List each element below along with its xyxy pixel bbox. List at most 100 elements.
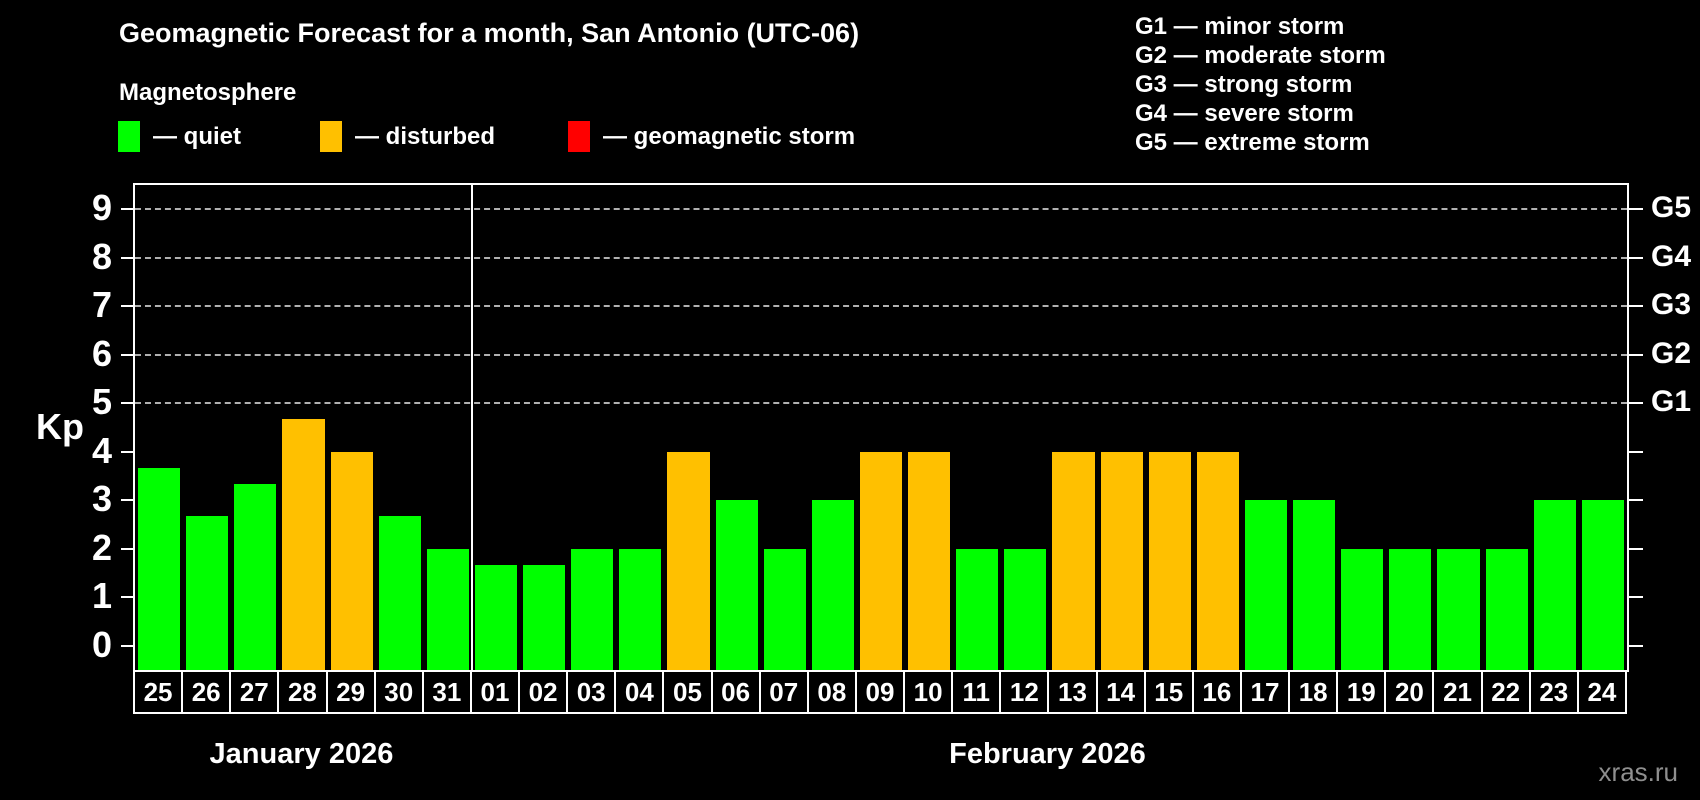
right-axis-tick: [1629, 450, 1643, 453]
day-label-box: 15: [1143, 670, 1194, 714]
y-tick-label: 4: [91, 429, 112, 471]
day-label-box: 19: [1336, 670, 1387, 714]
day-label-box: 26: [181, 670, 232, 714]
day-label-box: 20: [1384, 670, 1435, 714]
kp-bar-day-27: [234, 484, 277, 670]
y-tick-label: 6: [91, 332, 112, 374]
right-axis-tick: [1629, 547, 1643, 550]
day-label-box: 12: [999, 670, 1050, 714]
g-legend-line-g1: G1 — minor storm: [1135, 13, 1345, 40]
right-axis-tick: [1629, 644, 1643, 647]
right-axis-tick: [1629, 596, 1643, 599]
kp-bar-day-07: [763, 548, 806, 670]
right-axis-tick: [1629, 402, 1643, 405]
kp-bar-day-26: [186, 516, 229, 670]
kp-bar-day-05: [667, 451, 710, 670]
kp-bar-day-10: [908, 451, 951, 670]
day-label-box: 02: [518, 670, 569, 714]
y-tick-label: 5: [91, 381, 112, 423]
kp-bar-day-21: [1437, 548, 1480, 670]
right-axis-tick: [1629, 353, 1643, 356]
g-tick-label: G1: [1651, 385, 1692, 419]
day-label-box: 28: [277, 670, 328, 714]
day-label-box: 16: [1191, 670, 1242, 714]
watermark: xras.ru: [1598, 757, 1678, 787]
kp-bar-day-12: [1004, 548, 1047, 670]
gridline-kp-5: [135, 402, 1627, 405]
right-axis-tick: [1629, 256, 1643, 259]
kp-bar-day-30: [378, 516, 421, 670]
chart-subtitle: Magnetosphere: [119, 79, 297, 106]
month-separator: [470, 185, 473, 670]
kp-bar-day-22: [1485, 548, 1528, 670]
kp-bar-day-19: [1341, 548, 1384, 670]
kp-bar-day-11: [956, 548, 999, 670]
g-tick-label: G5: [1651, 191, 1692, 225]
g-tick-label: G3: [1651, 288, 1692, 322]
kp-bar-day-23: [1533, 500, 1576, 670]
gridline-kp-8: [135, 256, 1627, 259]
left-axis-tick: [121, 353, 135, 356]
plot-area: [133, 183, 1629, 672]
gridline-kp-7: [135, 305, 1627, 308]
gridline-kp-9: [135, 208, 1627, 211]
kp-bar-day-06: [715, 500, 758, 670]
left-axis-tick: [121, 596, 135, 599]
day-label-box: 29: [325, 670, 376, 714]
day-label-box: 10: [903, 670, 954, 714]
month-label-january: January 2026: [209, 738, 394, 770]
day-label-box: 24: [1576, 670, 1627, 714]
right-axis-tick: [1629, 305, 1643, 308]
left-axis-tick: [121, 208, 135, 211]
day-label-box: 18: [1288, 670, 1339, 714]
y-tick-label: 8: [91, 235, 112, 277]
left-axis-tick: [121, 499, 135, 502]
y-axis-title: Kp: [36, 406, 84, 447]
left-axis-tick: [121, 644, 135, 647]
kp-bar-day-20: [1389, 548, 1432, 670]
day-label-box: 21: [1432, 670, 1483, 714]
day-label-box: 08: [806, 670, 857, 714]
y-tick-label: 3: [91, 478, 112, 520]
legend-item-storm: — geomagnetic storm: [568, 121, 855, 152]
right-axis-tick: [1629, 208, 1643, 211]
kp-bar-day-14: [1100, 451, 1143, 670]
legend-label-quiet: — quiet: [153, 122, 241, 150]
kp-bar-day-31: [426, 548, 469, 670]
y-tick-label: 7: [91, 284, 112, 326]
day-label-box: 17: [1239, 670, 1291, 714]
kp-bar-day-18: [1293, 500, 1336, 670]
day-label-box: 05: [662, 670, 713, 714]
y-tick-label: 0: [91, 623, 112, 665]
y-tick-label: 9: [91, 187, 112, 229]
day-label-box: 31: [421, 670, 472, 714]
day-label-box: 09: [854, 670, 906, 714]
legend-item-disturbed: — disturbed: [320, 121, 495, 152]
quiet-color-swatch: [118, 121, 140, 152]
day-label-box: 22: [1480, 670, 1531, 714]
g-tick-label: G2: [1651, 336, 1692, 370]
day-label-box: 25: [133, 670, 184, 714]
g-legend-line-g4: G4 — severe storm: [1135, 100, 1354, 127]
day-label-box: 13: [1047, 670, 1098, 714]
day-label-box: 30: [373, 670, 424, 714]
legend-label-storm: — geomagnetic storm: [603, 122, 856, 150]
y-tick-label: 2: [91, 526, 112, 568]
left-axis-tick: [121, 402, 135, 405]
kp-bar-day-02: [523, 564, 566, 670]
kp-bar-day-13: [1052, 451, 1095, 670]
gridline-kp-6: [135, 353, 1627, 356]
y-tick-label: 1: [91, 575, 112, 617]
kp-bar-day-16: [1196, 451, 1239, 670]
disturbed-color-swatch: [320, 121, 342, 152]
kp-bar-day-17: [1244, 500, 1288, 670]
month-label-february: February 2026: [949, 738, 1146, 770]
kp-bar-day-29: [330, 451, 373, 670]
g-legend-line-g2: G2 — moderate storm: [1135, 42, 1386, 69]
storm-color-swatch: [568, 121, 590, 152]
day-label-box: 06: [710, 670, 761, 714]
kp-bar-day-08: [811, 500, 854, 670]
day-label-box: 14: [1095, 670, 1146, 714]
g-legend-line-g3: G3 — strong storm: [1135, 71, 1353, 98]
legend-item-quiet: — quiet: [118, 121, 241, 152]
